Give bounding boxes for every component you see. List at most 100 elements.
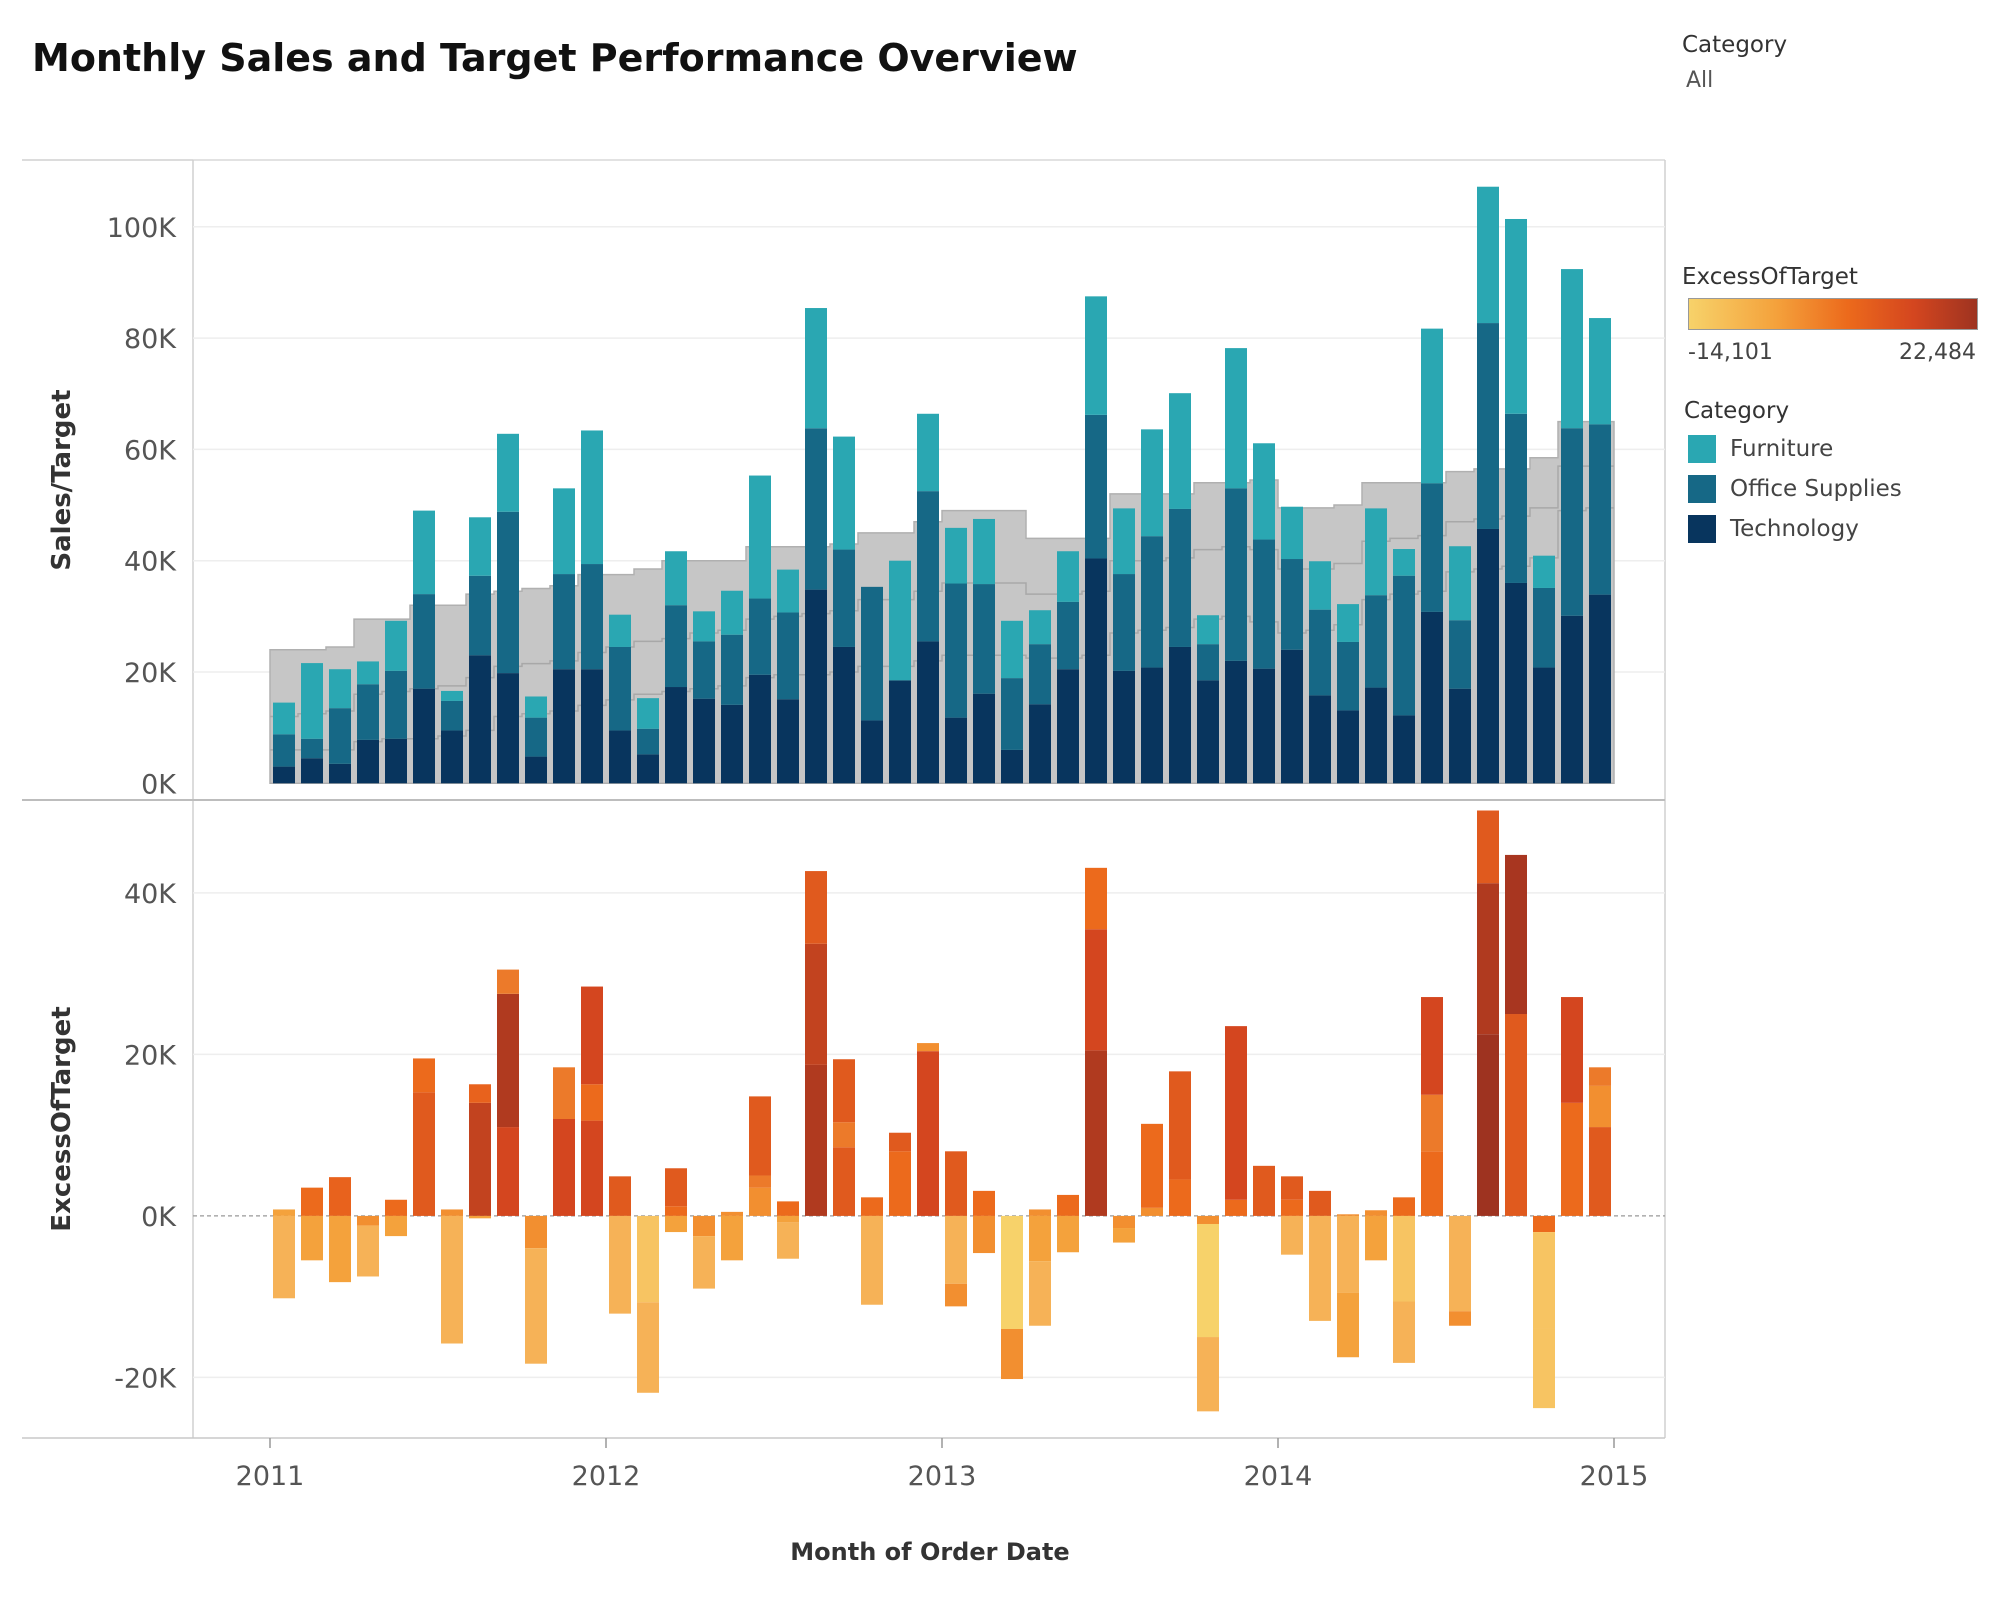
sales-bar-office-supplies [469, 575, 491, 656]
excess-bar-segment [1169, 1071, 1191, 1180]
sales-bar-office-supplies [357, 684, 379, 740]
excess-bar-segment [805, 943, 827, 1065]
excess-bar-segment [749, 1096, 771, 1176]
excess-bar-segment [1449, 1311, 1471, 1326]
sales-bar-office-supplies [1561, 428, 1583, 616]
excess-axis-title: ExcessOfTarget [47, 1006, 77, 1231]
excess-bar-segment [749, 1187, 771, 1216]
category-filter-label: Category [1682, 32, 1788, 58]
sales-bar-furniture [1085, 296, 1107, 415]
excess-bar-segment [973, 1190, 995, 1216]
legend-item-furniture[interactable]: Furniture [1688, 434, 1833, 464]
excess-bar-segment [1477, 810, 1499, 884]
sales-bar-office-supplies [1337, 641, 1359, 711]
excess-bar-segment [609, 1176, 631, 1216]
excess-bar-segment [1001, 1215, 1023, 1329]
excess-bar-segment [1589, 1127, 1611, 1216]
excess-bar-segment [1225, 1026, 1247, 1200]
sales-bar-furniture [721, 590, 743, 635]
sales-bar-furniture [637, 698, 659, 729]
excess-bar-segment [1393, 1197, 1415, 1216]
excess-bar-segment [301, 1215, 323, 1261]
sales-bar-office-supplies [609, 646, 631, 731]
excess-bar-segment [1113, 1228, 1135, 1243]
sales-bar-office-supplies [525, 717, 547, 757]
sales-bar-furniture [1309, 561, 1331, 610]
sales-bar-technology [1589, 594, 1611, 784]
sales-bar-technology [1505, 582, 1527, 784]
excess-bar-segment [1001, 1328, 1023, 1380]
sales-bar-office-supplies [1197, 644, 1219, 681]
sales-bar-office-supplies [749, 598, 771, 675]
excess-bar-segment [1477, 883, 1499, 1035]
sales-bar-technology [777, 699, 799, 784]
excess-bar-segment [413, 1058, 435, 1093]
category-legend-title: Category [1684, 398, 1790, 424]
legend-label-office-supplies: Office Supplies [1730, 476, 1902, 502]
excess-bar-segment [273, 1209, 295, 1216]
sales-bar-office-supplies [665, 605, 687, 688]
sales-bar-furniture [1141, 429, 1163, 537]
sales-bar-office-supplies [413, 594, 435, 689]
sales-bar-office-supplies [973, 584, 995, 694]
excess-bar-segment [889, 1151, 911, 1216]
excess-bar-segment [1197, 1223, 1219, 1338]
excess-bar-segment [945, 1283, 967, 1307]
legend-swatch-furniture [1688, 435, 1716, 463]
sales-bar-furniture [525, 696, 547, 718]
excess-bar-segment [553, 1119, 575, 1216]
excess-bar-segment [1365, 1210, 1387, 1216]
excess-bar-segment [833, 1059, 855, 1123]
excess-bar-segment [1421, 1094, 1443, 1152]
sales-tick-label: 40K [124, 547, 177, 578]
sales-bar-office-supplies [553, 574, 575, 670]
sales-tick-label: 80K [124, 324, 177, 355]
excess-bar-segment [637, 1302, 659, 1393]
sales-tick-label: 20K [124, 658, 177, 689]
excess-bar-segment [861, 1197, 883, 1216]
sales-bar-technology [917, 641, 939, 784]
sales-bar-technology [1533, 667, 1555, 784]
excess-bar-segment [1057, 1215, 1079, 1253]
sales-bar-office-supplies [1309, 609, 1331, 696]
sales-bar-technology [693, 698, 715, 784]
category-filter-value[interactable]: All [1686, 68, 1714, 93]
excess-tick-label: 0K [141, 1202, 177, 1233]
sales-bar-office-supplies [301, 738, 323, 759]
excess-bar-segment [973, 1215, 995, 1254]
sales-bar-office-supplies [833, 549, 855, 647]
sales-bar-office-supplies [1365, 595, 1387, 688]
sales-bar-furniture [973, 518, 995, 585]
excess-bar-segment [805, 1064, 827, 1216]
sales-bar-furniture [1533, 555, 1555, 588]
sales-bar-technology [637, 754, 659, 784]
excess-bar-segment [1533, 1215, 1555, 1233]
sales-bar-furniture [1001, 620, 1023, 679]
excess-bar-segment [497, 969, 519, 994]
sales-bar-technology [1253, 668, 1275, 784]
sales-bar-office-supplies [721, 634, 743, 705]
sales-bar-furniture [665, 551, 687, 606]
sales-bar-technology [665, 687, 687, 784]
legend-item-technology[interactable]: Technology [1688, 514, 1859, 544]
excess-bar-segment [1141, 1123, 1163, 1208]
excess-bar-segment [1113, 1215, 1135, 1229]
sales-bar-furniture [1337, 604, 1359, 642]
excess-bar-segment [1561, 997, 1583, 1103]
sales-bar-office-supplies [637, 728, 659, 755]
legend-item-office-supplies[interactable]: Office Supplies [1688, 474, 1902, 504]
x-tick-label: 2013 [908, 1461, 977, 1492]
sales-bar-technology [1057, 669, 1079, 784]
sales-bar-office-supplies [1589, 424, 1611, 595]
excess-bar-segment [357, 1215, 379, 1226]
excess-bar-segment [1253, 1165, 1275, 1216]
sales-bar-office-supplies [861, 586, 883, 721]
excess-bar-segment [1337, 1215, 1359, 1293]
sales-bar-technology [1309, 695, 1331, 784]
excess-bar-segment [1141, 1207, 1163, 1216]
excess-bar-segment [1281, 1199, 1303, 1216]
excess-bar-segment [693, 1236, 715, 1289]
excess-bar-segment [1085, 1050, 1107, 1216]
excess-bar-segment [665, 1206, 687, 1216]
